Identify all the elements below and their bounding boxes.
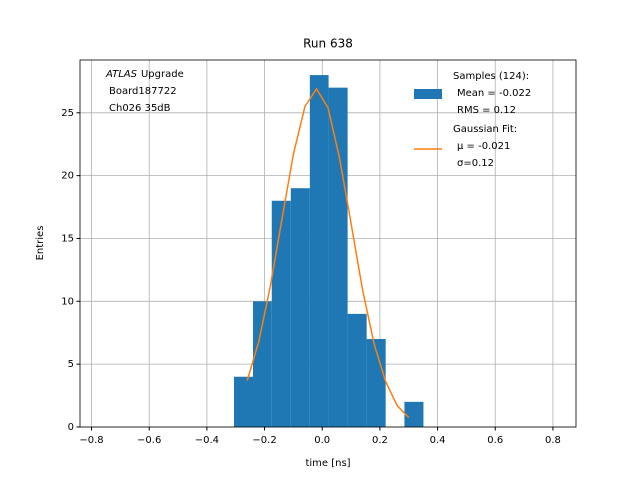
legend-stat: μ = -0.021	[457, 141, 510, 152]
x-tick-label: −0.4	[195, 435, 219, 446]
y-tick-label: 5	[68, 359, 74, 370]
legend-label: Samples (124):	[453, 71, 529, 82]
chart-title: Run 638	[303, 37, 353, 51]
histogram-bar	[347, 313, 367, 427]
histogram-bar	[271, 200, 291, 427]
y-axis-label: Entries	[35, 226, 46, 261]
histogram-bar	[366, 339, 386, 427]
fit-line	[246, 87, 410, 419]
x-tick-label: 0.4	[430, 435, 446, 446]
legend-stat: RMS = 0.12	[457, 105, 516, 116]
axes-frame	[79, 59, 577, 428]
legend-stat: Mean = -0.022	[457, 88, 531, 99]
annotation-line: Board187722	[109, 86, 177, 97]
annotation-italic: ATLAS	[105, 69, 138, 80]
x-tick-label: 0.0	[314, 435, 330, 446]
histogram-bar	[290, 188, 310, 427]
histogram-bar	[233, 376, 254, 427]
x-tick-label: 0.6	[487, 435, 503, 446]
legend-label: Gaussian Fit:	[453, 124, 517, 135]
y-tick-label: 10	[61, 296, 74, 307]
x-tick-label: −0.8	[79, 435, 103, 446]
annotation: ATLAS Upgrade	[105, 69, 184, 80]
legend-swatch	[414, 89, 442, 99]
x-tick-label: 0.8	[545, 435, 561, 446]
x-tick-label: 0.2	[372, 435, 388, 446]
x-axis-label: time [ns]	[305, 458, 350, 469]
histogram-bar	[328, 87, 348, 427]
y-tick-label: 15	[61, 233, 74, 244]
plot-area	[233, 75, 424, 428]
annotation-line: Ch026 35dB	[109, 103, 171, 114]
histogram-bar	[309, 75, 329, 428]
legend-stat: σ=0.12	[457, 158, 494, 169]
y-tick-label: 25	[61, 108, 74, 119]
y-tick-label: 0	[68, 422, 74, 433]
x-tick-label: −0.2	[252, 435, 276, 446]
histogram-bar	[404, 401, 424, 427]
x-tick-label: −0.6	[137, 435, 161, 446]
annotation-text: Upgrade	[141, 69, 184, 80]
histogram-bar	[253, 301, 272, 427]
y-tick-label: 20	[61, 171, 74, 182]
